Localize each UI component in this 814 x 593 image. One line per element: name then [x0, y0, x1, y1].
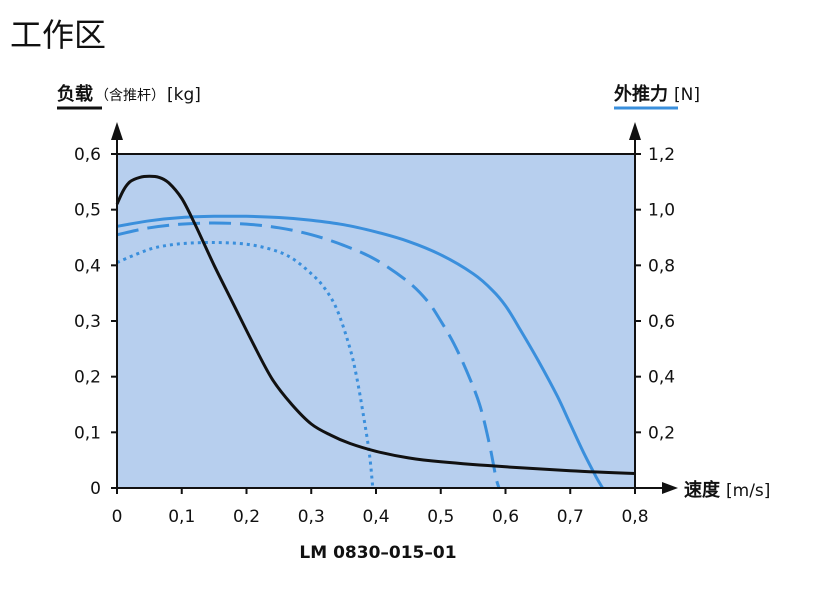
series-line-solid-left: [115, 174, 636, 475]
y-right-title-main: 外推力: [614, 83, 668, 105]
y-left-tick-label: 0,1: [74, 423, 101, 443]
y-left-axis-title: 负载 （含推杆） [kg]: [57, 83, 201, 105]
model-label: LM 0830–015–01: [299, 543, 456, 563]
plot-area: [117, 154, 635, 488]
series-line-dotted-right: [116, 240, 375, 489]
y-left-tick-label: 0,3: [74, 312, 101, 332]
y-right-tick-label: 0,2: [648, 423, 675, 443]
x-axis-title: 速度 [m/s]: [684, 479, 770, 501]
x-title-main: 速度: [684, 479, 721, 501]
y-right-tick-label: 0,6: [648, 312, 675, 332]
x-tick-label: 0,1: [168, 507, 195, 527]
y-axis-left-arrow: [111, 122, 123, 140]
y-right-tick-label: 1,0: [648, 201, 675, 221]
y-right-tick-label: 0,8: [648, 256, 675, 276]
y-right-tick-label: 0,4: [648, 368, 675, 388]
y-left-tick-label: 0,2: [74, 368, 101, 388]
x-tick-label: 0,8: [621, 507, 648, 527]
y-left-tick-label: 0,6: [74, 145, 101, 165]
x-tick-label: 0,3: [298, 507, 325, 527]
x-tick-label: 0: [112, 507, 123, 527]
y-left-tick-label: 0,5: [74, 201, 101, 221]
y-left-title-note: （含推杆）: [95, 88, 165, 104]
y-axis-right-arrow: [629, 122, 641, 140]
series-line-solid-right: [116, 214, 604, 489]
y-left-title-unit: [kg]: [167, 85, 201, 105]
x-axis-arrow: [662, 482, 678, 494]
x-tick-label: 0,7: [557, 507, 584, 527]
page-heading: 工作区: [10, 16, 107, 54]
y-right-tick-label: 1,2: [648, 145, 675, 165]
x-title-unit: [m/s]: [726, 481, 770, 501]
y-left-tick-label: 0: [90, 479, 101, 499]
y-right-axis-title: 外推力 [N]: [614, 83, 700, 105]
x-tick-label: 0,5: [427, 507, 454, 527]
x-tick-label: 0,6: [492, 507, 519, 527]
x-tick-label: 0,2: [233, 507, 260, 527]
y-left-tick-label: 0,4: [74, 256, 101, 276]
y-right-title-unit: [N]: [674, 85, 700, 105]
x-tick-label: 0,4: [362, 507, 389, 527]
y-left-title-main: 负载: [57, 83, 93, 105]
series-line-dashed-right: [116, 221, 501, 489]
